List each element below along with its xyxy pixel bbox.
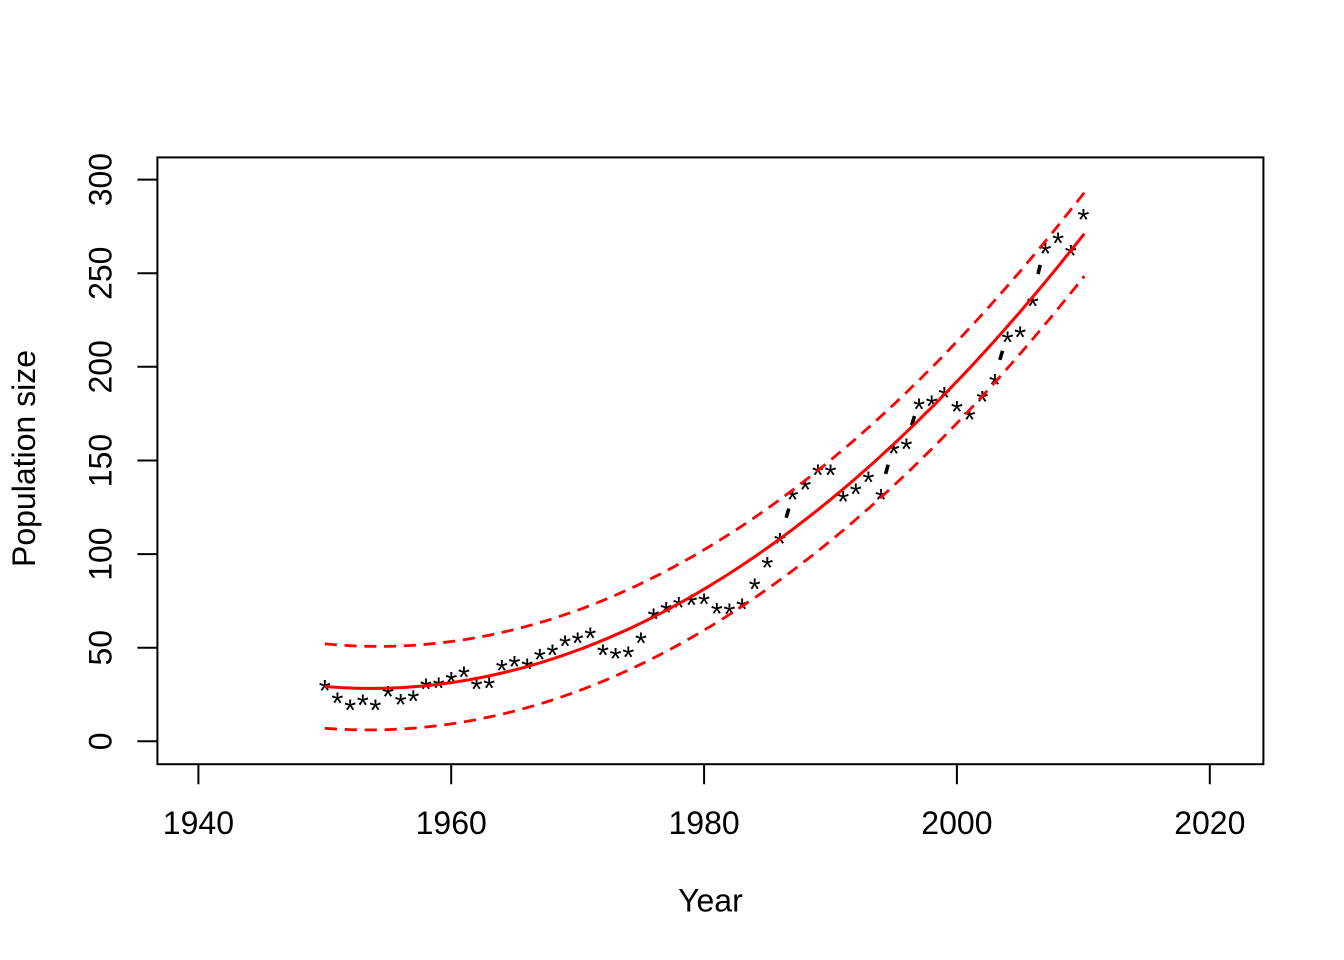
svg-text:*: * [1014,319,1026,354]
svg-text:1980: 1980 [669,805,740,841]
svg-text:*: * [534,642,546,677]
svg-text:*: * [357,687,369,722]
svg-text:*: * [1052,226,1064,261]
svg-text:150: 150 [82,434,118,487]
svg-text:*: * [875,482,887,517]
svg-text:0: 0 [82,732,118,750]
svg-text:*: * [584,621,596,656]
svg-text:300: 300 [82,153,118,206]
svg-text:*: * [761,550,773,585]
svg-text:*: * [546,638,558,673]
svg-text:*: * [824,458,836,493]
svg-text:*: * [698,586,710,621]
svg-text:*: * [433,671,445,706]
svg-text:2000: 2000 [921,805,992,841]
svg-text:*: * [799,472,811,507]
svg-text:Year: Year [678,882,743,918]
svg-text:*: * [1077,202,1089,237]
svg-text:*: * [559,629,571,664]
svg-text:50: 50 [82,630,118,666]
svg-text:*: * [407,683,419,718]
svg-text:*: * [344,692,356,727]
svg-text:*: * [787,482,799,517]
svg-text:*: * [597,637,609,672]
svg-text:100: 100 [82,527,118,580]
svg-text:*: * [319,673,331,708]
svg-text:1940: 1940 [163,805,234,841]
svg-text:*: * [862,464,874,499]
svg-text:*: * [976,384,988,419]
svg-text:*: * [1027,289,1039,324]
svg-text:*: * [369,692,381,727]
svg-text:*: * [331,685,343,720]
svg-text:*: * [395,687,407,722]
svg-text:1960: 1960 [416,805,487,841]
svg-text:*: * [900,432,912,467]
svg-text:*: * [673,590,685,625]
svg-text:*: * [749,572,761,607]
svg-text:250: 250 [82,247,118,300]
svg-text:*: * [938,380,950,415]
svg-text:*: * [850,477,862,512]
svg-text:*: * [711,596,723,631]
svg-text:*: * [572,626,584,661]
svg-text:*: * [382,679,394,714]
svg-text:*: * [483,671,495,706]
svg-text:*: * [989,367,1001,402]
svg-text:*: * [508,649,520,684]
svg-text:*: * [1001,325,1013,360]
svg-text:2020: 2020 [1174,805,1245,841]
svg-text:200: 200 [82,340,118,393]
svg-text:*: * [635,626,647,661]
svg-text:*: * [622,639,634,674]
svg-text:*: * [521,651,533,686]
svg-text:*: * [736,591,748,626]
svg-text:Population size: Population size [6,350,42,567]
svg-text:*: * [812,458,824,493]
svg-text:*: * [458,660,470,695]
svg-text:*: * [420,671,432,706]
svg-text:*: * [660,595,672,630]
svg-text:*: * [496,653,508,688]
svg-text:*: * [610,641,622,676]
svg-text:*: * [964,402,976,437]
svg-text:*: * [647,602,659,637]
